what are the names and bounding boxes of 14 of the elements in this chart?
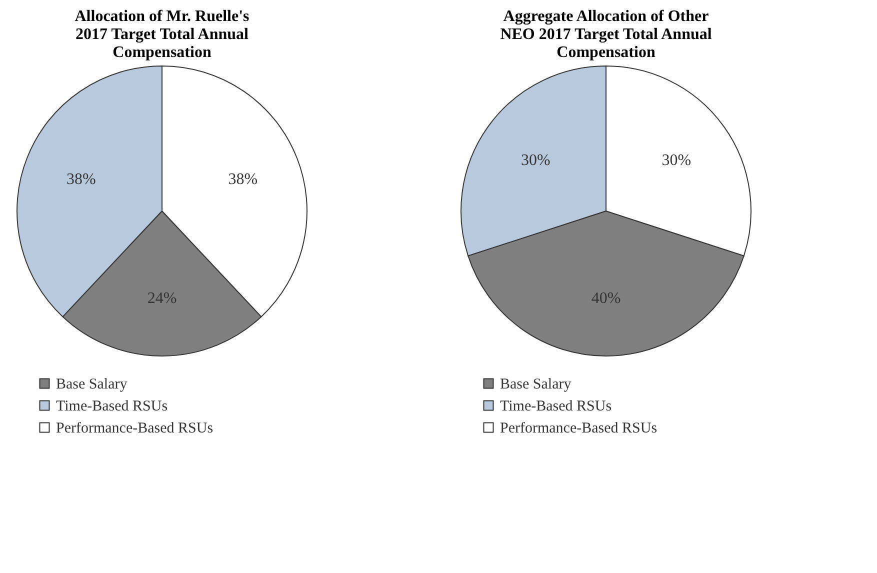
legend-label: Performance-Based RSUs [56,420,214,436]
data-label: 24% [147,290,177,307]
chart-title: Allocation of Mr. Ruelle's 2017 Target Total Annual Compensation [74,8,250,61]
data-label: 30% [662,152,692,169]
data-label: 40% [591,290,621,307]
legend-label: Time-Based RSUs [500,398,612,414]
legend-label: Base Salary [500,376,572,392]
data-label: 30% [520,152,550,169]
chart-title: Aggregate Allocation of Other NEO 2017 Target Total Annual Compensation [500,8,712,61]
legend-label: Base Salary [56,376,128,392]
data-label: 38% [228,170,258,188]
data-label: 38% [66,170,96,188]
legend-label: Performance-Based RSUs [500,420,658,436]
legend-label: Time-Based RSUs [56,398,168,414]
